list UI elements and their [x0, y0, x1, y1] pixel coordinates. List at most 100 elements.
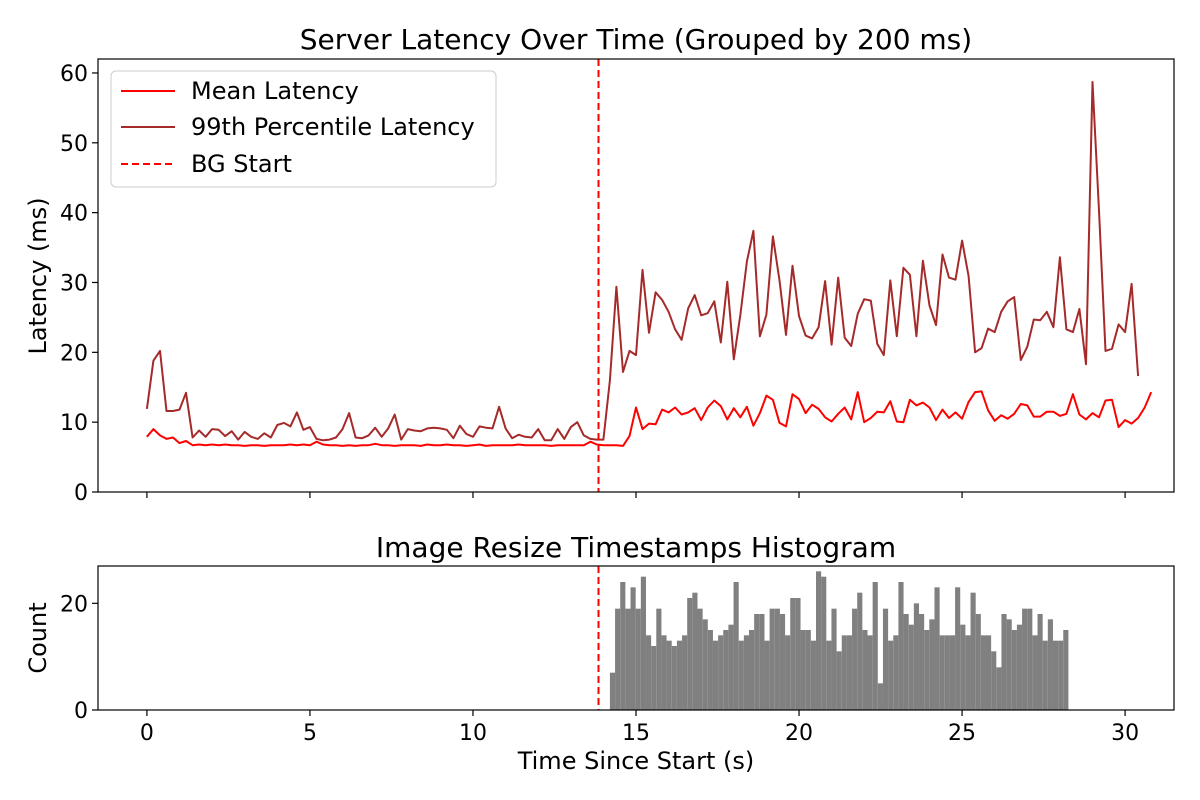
histogram-bar: [702, 619, 708, 710]
histogram-bar: [635, 608, 641, 710]
histogram-bar: [651, 646, 657, 710]
histogram-bar: [795, 598, 801, 710]
histogram-bar: [723, 630, 729, 710]
histogram-bar: [707, 630, 713, 710]
histogram-bar: [949, 635, 956, 710]
histogram-bar: [862, 630, 868, 710]
histogram-bar: [790, 598, 796, 710]
histogram-bar: [826, 640, 832, 710]
histogram-bar: [841, 635, 847, 710]
histogram-bar: [893, 635, 899, 710]
histogram-y-ticks: 0 20: [60, 592, 98, 724]
histogram-bar: [1022, 608, 1028, 710]
histogram-bar: [666, 640, 672, 710]
histogram-bar: [815, 571, 822, 710]
histogram-bar: [929, 619, 935, 710]
histogram-bar: [1016, 624, 1023, 710]
legend-label-p99-latency: 99th Percentile Latency: [191, 113, 475, 141]
histogram-bar: [872, 582, 878, 710]
histogram-bar: [620, 582, 626, 710]
histogram-bar: [625, 608, 631, 710]
histogram-bar: [645, 635, 652, 710]
series-line-99th-percentile-latency: [145, 81, 1140, 442]
histogram-bar: [1058, 640, 1064, 710]
histogram-bar: [656, 608, 662, 710]
histogram-bar: [934, 587, 940, 710]
y-tick-label: 0: [74, 699, 88, 724]
latency-y-axis-label: Latency (ms): [24, 197, 52, 354]
histogram-bar: [1001, 614, 1007, 710]
x-tick-label: 10: [459, 721, 487, 746]
x-tick-label: 15: [622, 721, 650, 746]
y-tick-label: 20: [60, 341, 88, 366]
histogram-bar: [609, 672, 616, 710]
y-tick-label: 10: [60, 411, 88, 436]
histogram-bar: [965, 635, 971, 710]
x-tick-label: 25: [948, 721, 976, 746]
histogram-bar: [980, 635, 986, 710]
y-tick-label: 0: [74, 481, 88, 506]
histogram-bar: [955, 587, 961, 710]
y-tick-label: 40: [60, 202, 88, 227]
histogram-bar: [903, 614, 909, 710]
histogram-bar: [687, 598, 693, 710]
histogram-chart: Image Resize Timestamps Histogram Count …: [24, 531, 1175, 775]
histogram-bar: [939, 635, 945, 710]
histogram-x-ticks: 0 5 10 15 20 25 30: [140, 710, 1139, 746]
histogram-bar: [800, 630, 806, 710]
histogram-bar: [1027, 608, 1033, 710]
histogram-bar: [1006, 619, 1012, 710]
histogram-bar: [779, 614, 786, 710]
histogram-bar: [846, 635, 853, 710]
histogram-bar: [640, 576, 646, 710]
histogram-bar: [785, 635, 791, 710]
histogram-bar: [743, 635, 750, 710]
x-tick-label: 5: [303, 721, 317, 746]
histogram-bar: [712, 640, 719, 710]
histogram-bar: [867, 635, 873, 710]
histogram-bar: [960, 624, 966, 710]
histogram-bar: [975, 614, 981, 710]
histogram-bar: [908, 624, 914, 710]
histogram-plot-area: [597, 566, 1069, 710]
histogram-bar: [882, 608, 889, 710]
histogram-bar: [692, 592, 698, 710]
histogram-bar: [733, 582, 739, 710]
histogram-bar: [836, 651, 842, 710]
histogram-bar: [1011, 630, 1017, 710]
x-tick-label: 0: [140, 721, 154, 746]
legend-label-bg-start: BG Start: [191, 150, 292, 178]
histogram-bar: [991, 651, 997, 710]
histogram-bar: [728, 624, 734, 710]
x-tick-label: 20: [785, 721, 813, 746]
histogram-bar: [1032, 635, 1038, 710]
histogram-bar: [1037, 614, 1043, 710]
histogram-bar: [944, 635, 950, 710]
histogram-bar: [805, 630, 811, 710]
histogram-bar: [697, 608, 703, 710]
legend: Mean Latency 99th Percentile Latency BG …: [110, 70, 497, 188]
histogram-bar: [630, 587, 636, 710]
latency-chart-title: Server Latency Over Time (Grouped by 200…: [300, 23, 972, 56]
histogram-bar: [857, 592, 863, 710]
histogram-bar: [738, 640, 744, 710]
series-line-mean-latency: [146, 390, 1153, 447]
histogram-bar: [970, 592, 976, 710]
x-tick-label: 30: [1111, 721, 1139, 746]
legend-label-mean-latency: Mean Latency: [191, 77, 359, 105]
histogram-bar: [996, 667, 1002, 710]
histogram-bar: [661, 635, 667, 710]
histogram-bar: [671, 646, 677, 710]
latency-plot-area: [145, 59, 1153, 492]
latency-x-ticks: [146, 492, 1126, 498]
histogram-bar: [1063, 630, 1069, 710]
histogram-bar: [821, 576, 827, 710]
histogram-bar: [919, 614, 925, 710]
histogram-bar: [924, 630, 930, 710]
latency-y-ticks: 0 10 20 30 40 50 60: [60, 62, 98, 506]
histogram-x-axis-label: Time Since Start (s): [517, 747, 755, 775]
histogram-bar: [749, 630, 755, 710]
latency-chart: Server Latency Over Time (Grouped by 200…: [24, 23, 1175, 506]
histogram-bar: [898, 582, 904, 710]
